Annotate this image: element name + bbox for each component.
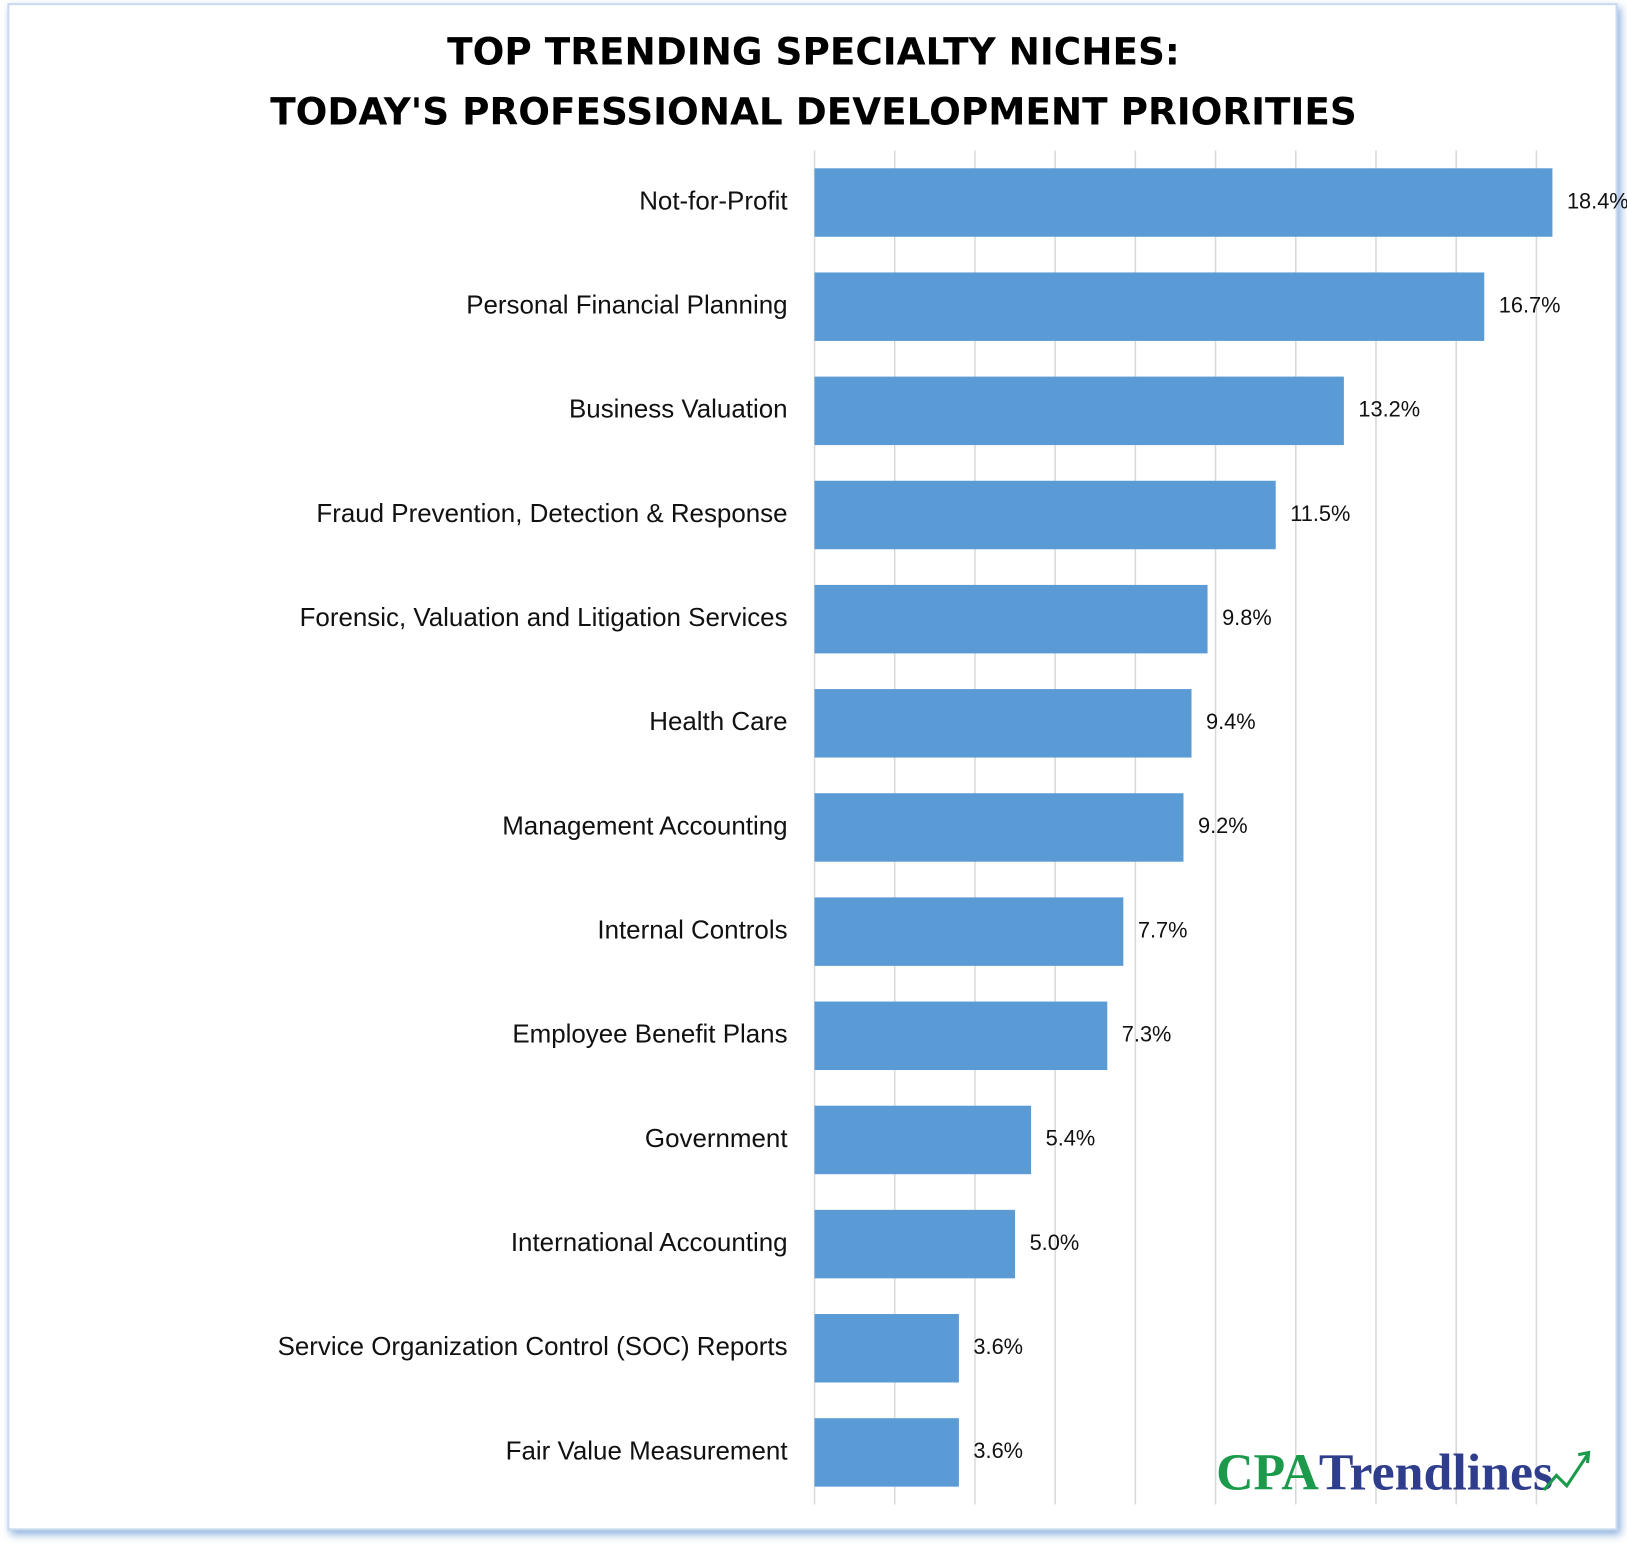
logo-prefix: CPA: [1216, 1444, 1319, 1501]
value-label: 9.2%: [1198, 813, 1248, 838]
value-label: 7.3%: [1122, 1022, 1172, 1047]
logo: CPATrendlines: [1216, 1444, 1591, 1501]
bar: [814, 1105, 1032, 1175]
bar: [814, 1001, 1108, 1071]
category-label: Not-for-Profit: [639, 187, 788, 215]
value-label: 18.4%: [1567, 188, 1627, 213]
bar: [814, 1209, 1016, 1279]
category-label: Personal Financial Planning: [466, 292, 787, 320]
logo-name: Trendlines: [1319, 1444, 1553, 1501]
logo-text: CPATrendlines: [1216, 1444, 1553, 1501]
category-label: Business Valuation: [569, 396, 788, 424]
logo-arrow-head: [1577, 1450, 1591, 1464]
category-label: Internal Controls: [597, 916, 787, 944]
category-label: Employee Benefit Plans: [512, 1021, 787, 1049]
category-label: Forensic, Valuation and Litigation Servi…: [300, 604, 788, 632]
bar: [814, 168, 1553, 237]
chart-title: TOP TRENDING SPECIALTY NICHES:: [447, 29, 1180, 73]
category-label: Fair Value Measurement: [506, 1437, 789, 1465]
value-label: 9.8%: [1222, 605, 1272, 630]
bar: [814, 897, 1124, 966]
category-label: Government: [645, 1125, 788, 1153]
bar: [814, 793, 1184, 862]
category-label: Health Care: [649, 708, 787, 736]
bar: [814, 272, 1485, 341]
value-label: 13.2%: [1358, 397, 1420, 422]
value-label: 9.4%: [1206, 709, 1256, 734]
category-label: International Accounting: [511, 1229, 788, 1257]
value-label: 3.6%: [973, 1438, 1023, 1463]
bar: [814, 584, 1208, 654]
frame: [7, 3, 1618, 1531]
chart-title: TODAY'S PROFESSIONAL DEVELOPMENT PRIORIT…: [270, 90, 1357, 134]
value-label: 5.4%: [1046, 1126, 1096, 1151]
category-label: Service Organization Control (SOC) Repor…: [278, 1333, 788, 1361]
bar: [814, 689, 1192, 758]
value-label: 7.7%: [1138, 917, 1188, 942]
bar: [814, 376, 1344, 446]
category-label: Management Accounting: [502, 812, 787, 840]
plot-area: Not-for-Profit 18.4% Personal Financial Pl…: [278, 150, 1627, 1505]
logo-arrow: [1542, 1453, 1589, 1491]
bar: [814, 480, 1276, 550]
bar: [814, 1314, 959, 1383]
bar: [814, 1418, 959, 1487]
value-label: 3.6%: [973, 1334, 1023, 1359]
value-label: 11.5%: [1290, 501, 1350, 526]
category-label: Fraud Prevention, Detection & Response: [316, 500, 787, 528]
value-label: 5.0%: [1030, 1230, 1080, 1255]
value-label: 16.7%: [1499, 292, 1561, 317]
